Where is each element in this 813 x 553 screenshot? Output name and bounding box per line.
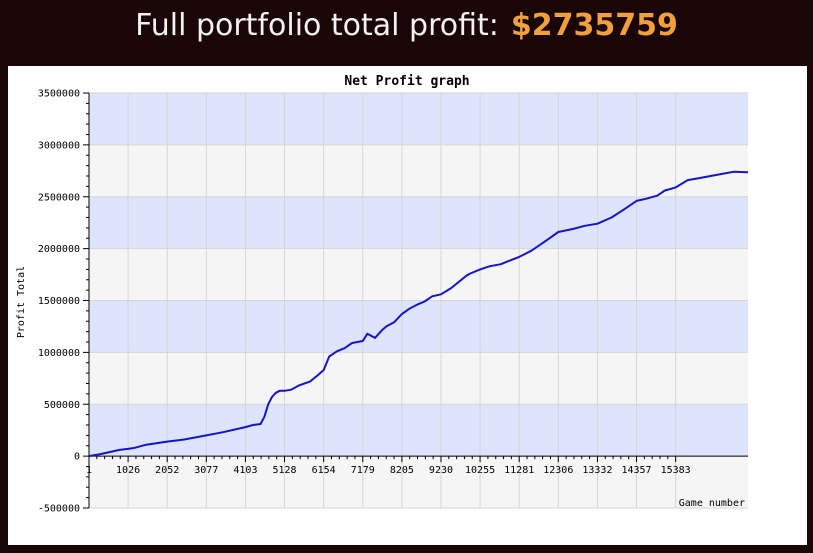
y-tick-label: 1000000 <box>38 348 80 359</box>
plot-band <box>89 144 748 197</box>
y-tick-labels: -500000 0 500000 1000000 1500000 2000000 25000… <box>38 89 80 515</box>
y-tick-label: 3000000 <box>38 140 80 151</box>
x-axis-label: Game number <box>679 498 745 509</box>
x-tick-label: 14357 <box>621 465 651 476</box>
x-tick-label: 1 <box>86 465 92 476</box>
portfolio-header: Full portfolio total profit: $2735759 <box>0 0 813 50</box>
x-tick-label: 9230 <box>429 465 453 476</box>
plot-band <box>89 352 748 405</box>
plot-band <box>89 404 748 457</box>
x-tick-label: 6154 <box>312 465 336 476</box>
plot-bands <box>89 93 748 508</box>
chart-panel: -500000 0 500000 1000000 1500000 2000000 25000… <box>8 66 807 545</box>
y-tick-label: 3500000 <box>38 89 80 100</box>
y-axis-label: Profit Total <box>16 266 27 338</box>
series-layer <box>88 170 749 458</box>
y-tick-label: 1500000 <box>38 296 80 307</box>
net-profit-chart: -500000 0 500000 1000000 1500000 2000000 25000… <box>16 74 749 515</box>
x-tick-label: 12306 <box>543 465 573 476</box>
header-label: Full portfolio total profit: <box>135 7 499 43</box>
x-tick-label: 1026 <box>116 465 140 476</box>
x-tick-label: 15383 <box>661 465 691 476</box>
plot-band <box>89 196 748 249</box>
plot-band <box>89 93 748 145</box>
total-profit-value: $2735759 <box>510 7 678 43</box>
x-tick-label: 10255 <box>465 465 495 476</box>
tick-marks <box>83 92 677 509</box>
plot-band <box>89 456 748 508</box>
x-tick-labels: 1 1026 2052 3077 4103 5128 6154 7179 8205 9230 102… <box>86 465 691 476</box>
y-tick-label: 500000 <box>44 400 80 411</box>
y-tick-label: -500000 <box>38 504 80 515</box>
y-tick-label: 0 <box>74 452 80 463</box>
x-tick-label: 2052 <box>155 465 179 476</box>
profit-series-line <box>88 170 749 458</box>
x-tick-label: 8205 <box>390 465 414 476</box>
x-tick-label: 4103 <box>233 465 257 476</box>
chart-title: Net Profit graph <box>344 74 469 89</box>
plot-band <box>89 300 748 353</box>
x-tick-label: 11281 <box>504 465 534 476</box>
x-tick-label: 7179 <box>351 465 375 476</box>
y-tick-label: 2000000 <box>38 244 80 255</box>
plot-band <box>89 248 748 301</box>
y-tick-label: 2500000 <box>38 192 80 203</box>
x-tick-label: 3077 <box>194 465 218 476</box>
x-tick-label: 13332 <box>582 465 612 476</box>
x-tick-label: 5128 <box>272 465 296 476</box>
